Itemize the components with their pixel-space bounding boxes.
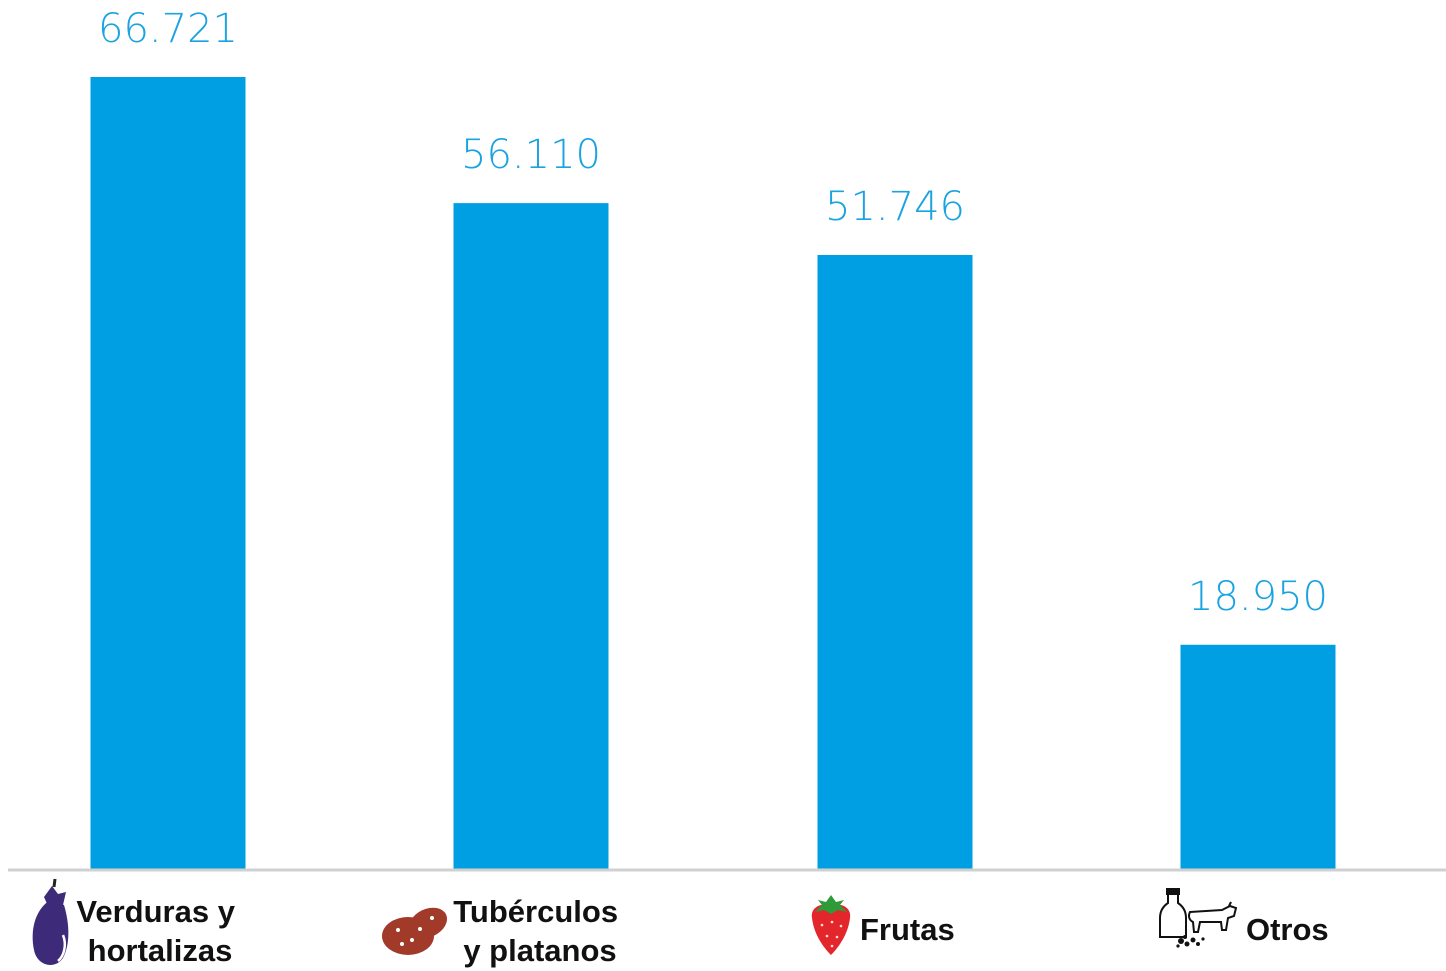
potato-icon	[382, 902, 452, 955]
category-label-2-line-1: Frutas	[860, 912, 955, 947]
bars-group	[91, 77, 1336, 870]
category-label-2: Frutas	[860, 912, 955, 947]
category-label-3: Otros	[1246, 912, 1329, 947]
bar-3	[1181, 645, 1336, 870]
strawberry-icon	[812, 895, 850, 955]
value-label-3: 18.950	[1188, 574, 1328, 620]
category-label-1-line-2: y platanos	[463, 933, 616, 968]
bar-1	[454, 203, 609, 870]
value-label-0: 66.721	[98, 6, 238, 52]
category-label-0-line-2: hortalizas	[88, 933, 233, 968]
bar-0	[91, 77, 246, 870]
milk-cow-icon	[1160, 889, 1236, 948]
value-labels-group: 66.721 56.110 51.746 18.950	[98, 6, 1328, 620]
category-label-1: Tubérculos y platanos	[453, 894, 626, 968]
category-label-0: Verduras y hortalizas	[76, 894, 243, 968]
category-label-3-line-1: Otros	[1246, 912, 1329, 947]
value-label-2: 51.746	[825, 184, 965, 230]
bar-2	[818, 255, 973, 870]
eggplant-icon	[33, 879, 69, 965]
category-label-1-line-1: Tubérculos	[453, 894, 618, 929]
category-label-0-line-1: Verduras y	[76, 894, 235, 929]
value-label-1: 56.110	[461, 132, 601, 178]
